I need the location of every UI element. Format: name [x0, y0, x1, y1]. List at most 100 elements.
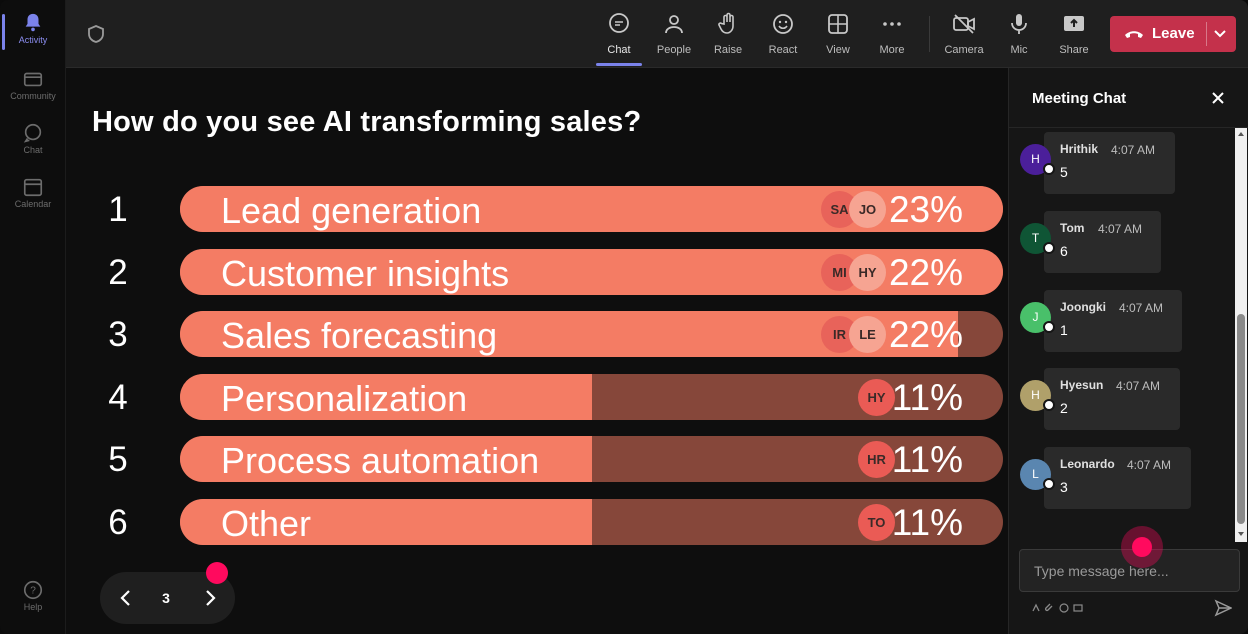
scroll-up-icon[interactable]	[1237, 130, 1245, 138]
chat-message[interactable]: Leonardo 4:07 AM 3 L	[1009, 447, 1233, 511]
poll-option[interactable]: 5 Process automation 11% HR	[92, 436, 1004, 482]
option-number: 4	[108, 377, 128, 417]
toolbar-view-button[interactable]: View	[813, 10, 863, 62]
emoji-icon[interactable]	[1059, 603, 1069, 613]
sender-name: Hyesun	[1060, 378, 1104, 393]
toolbar-label: Chat	[607, 44, 631, 56]
poll-option[interactable]: 6 Other 11% TO	[92, 498, 1004, 545]
presence-status-icon	[1043, 478, 1055, 490]
sender-name: Tom	[1060, 220, 1085, 235]
format-icon[interactable]	[1031, 603, 1041, 613]
presence-status-icon	[1043, 241, 1055, 254]
raise-hand-icon	[718, 12, 734, 34]
option-number: 3	[108, 315, 128, 354]
sender-name: Joongki	[1060, 299, 1107, 314]
rail-label: Chat	[23, 145, 43, 155]
toolbar-react-button[interactable]: React	[758, 10, 808, 62]
option-label: Personalization	[221, 377, 468, 419]
poll-question: How do you see AI transforming sales?	[92, 106, 642, 138]
toolbar-camera-button[interactable]: Camera	[939, 10, 989, 62]
option-bar-fill	[180, 373, 592, 420]
option-percent: 22%	[888, 251, 963, 293]
close-icon[interactable]	[1208, 88, 1228, 108]
option-bar: Other 11% TO	[180, 498, 1003, 545]
leave-button[interactable]: Leave	[1110, 16, 1236, 52]
rail-item-calendar[interactable]: Calendar	[0, 170, 66, 222]
option-percent: 22%	[888, 314, 963, 355]
rail-item-activity[interactable]: Activity	[0, 6, 66, 58]
option-bar-fill	[180, 436, 592, 482]
voter-avatar: JO	[849, 191, 886, 228]
chat-icon	[23, 123, 42, 143]
toolbar-label: Raise	[713, 44, 743, 56]
rail-label: Activity	[18, 35, 48, 45]
chat-message[interactable]: Hyesun 4:07 AM 2 H	[1009, 368, 1233, 432]
option-number: 5	[108, 440, 128, 479]
toolbar-people-button[interactable]: People	[649, 10, 699, 62]
poll-option[interactable]: 2 Customer insights 22% MI HY	[92, 248, 1004, 295]
chevron-left-icon[interactable]	[116, 586, 136, 610]
rail-item-chat[interactable]: Chat	[0, 116, 66, 168]
message-body: 2	[1060, 400, 1068, 417]
community-icon	[23, 72, 43, 87]
chat-message[interactable]: Tom 4:07 AM 6 T	[1009, 210, 1233, 275]
poll-option[interactable]: 1 Lead generation 23% SA JO	[92, 186, 1004, 232]
option-bar-fill	[180, 498, 592, 545]
rail-label: Community	[10, 91, 56, 101]
message-time: 4:07 AM	[1116, 379, 1161, 394]
voter-avatar: HY	[858, 378, 895, 416]
poll-option[interactable]: 3 Sales forecasting 22% IR LE	[92, 311, 1004, 357]
hang-up-icon	[1125, 31, 1143, 38]
toolbar-share-button[interactable]: Share	[1049, 10, 1099, 62]
rail-item-help[interactable]: ? Help	[0, 573, 66, 625]
toolbar-more-button[interactable]: More	[867, 10, 917, 62]
app-rail: Activity Community Chat Calendar ? Help	[0, 0, 66, 634]
microphone-icon	[1011, 14, 1027, 34]
poll-stage: How do you see AI transforming sales? 1 L…	[66, 68, 1008, 634]
attach-icon[interactable]	[1045, 603, 1055, 613]
gif-icon[interactable]	[1073, 603, 1083, 613]
svg-text:?: ?	[30, 586, 36, 597]
toolbar-chat-button[interactable]: Chat	[594, 10, 644, 66]
send-icon[interactable]	[1214, 599, 1232, 617]
leave-divider	[1206, 22, 1207, 46]
option-bar: Lead generation 23% SA JO	[180, 186, 1003, 232]
chat-scrollbar[interactable]	[1235, 128, 1247, 542]
toolbar-mic-button[interactable]: Mic	[994, 10, 1044, 62]
option-percent: 11%	[891, 501, 963, 543]
smiley-icon	[773, 14, 793, 34]
chat-message[interactable]: Joongki 4:07 AM 1 J	[1009, 289, 1233, 354]
rail-item-community[interactable]: Community	[0, 62, 66, 114]
pointer-indicator	[1121, 526, 1163, 568]
meeting-chat-panel: Meeting Chat Hrithik 4:07 AM 5 H Tom 4:07 AM 6…	[1008, 68, 1248, 634]
shield-icon[interactable]	[86, 24, 106, 44]
message-bubble: Tom 4:07 AM 6	[1044, 210, 1161, 273]
scrollbar-thumb[interactable]	[1237, 314, 1245, 524]
chat-message[interactable]: Hrithik 4:07 AM 5 H	[1009, 132, 1233, 196]
toolbar-raise-button[interactable]: Raise	[703, 10, 753, 62]
chevron-down-icon[interactable]	[1212, 27, 1228, 41]
chat-message-list: Hrithik 4:07 AM 5 H Tom 4:07 AM 6 T Joongki 4:07 …	[1009, 128, 1233, 542]
option-label: Other	[221, 502, 312, 544]
message-body: 5	[1060, 164, 1068, 180]
chevron-right-icon[interactable]	[200, 586, 220, 610]
message-time: 4:07 AM	[1098, 221, 1143, 236]
toolbar-label: Mic	[1010, 44, 1028, 56]
voter-avatar: HY	[849, 253, 886, 291]
pointer-indicator	[206, 562, 228, 584]
rail-label: Calendar	[14, 199, 52, 209]
presence-status-icon	[1043, 163, 1055, 175]
message-body: 1	[1060, 321, 1068, 338]
rail-label: Help	[23, 602, 43, 612]
chat-message-input[interactable]	[1019, 549, 1240, 592]
message-bubble: Joongki 4:07 AM 1	[1044, 289, 1182, 352]
poll-option[interactable]: 4 Personalization 11% HY	[92, 373, 1004, 420]
scroll-down-icon[interactable]	[1237, 530, 1245, 538]
option-bar: Sales forecasting 22% IR LE	[180, 311, 1003, 357]
avatar: T	[1020, 222, 1051, 254]
camera-off-icon	[953, 14, 975, 34]
presence-status-icon	[1043, 320, 1055, 333]
toolbar-label: Share	[1059, 44, 1089, 56]
meeting-toolbar: Chat People Raise React View More Camera	[66, 0, 1248, 68]
